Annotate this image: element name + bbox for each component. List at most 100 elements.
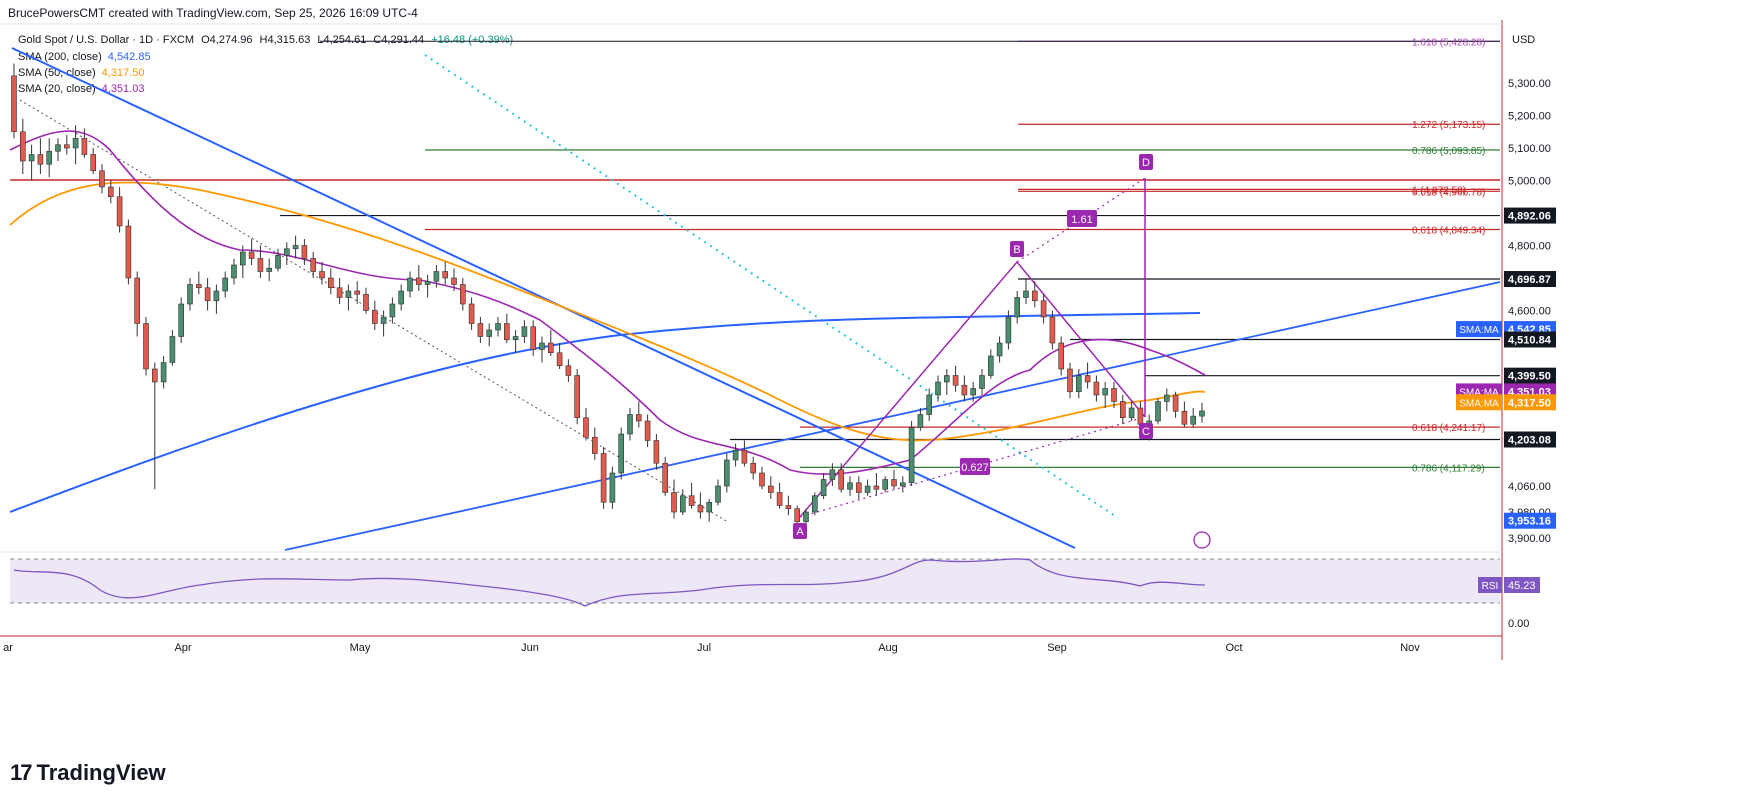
pattern-point-label: A (796, 526, 804, 538)
candle-body (679, 495, 686, 513)
candle-body (152, 368, 158, 383)
legend-sma50-value: 4,317.50 (101, 67, 145, 79)
candle-body (1058, 342, 1064, 370)
pattern-point-marker (1139, 423, 1153, 439)
rsi-value-tag: 45.23 (1508, 580, 1536, 592)
ohlc-open: O4,274.96 (201, 34, 253, 46)
bd-dotted-line (1016, 177, 1146, 263)
candle-body (81, 137, 88, 155)
candle-body (1093, 381, 1100, 396)
candle-body (1084, 375, 1091, 383)
grid-layer (0, 20, 1503, 660)
legend-rsi[interactable]: RSI (14, close) 45.23 (18, 565, 124, 577)
candle-body (917, 414, 924, 428)
ratio-label: 0.627 (961, 462, 989, 474)
y-tick-label: 5,300.00 (1508, 78, 1551, 90)
candle-body (1146, 420, 1152, 425)
legend-sma50[interactable]: SMA (50, close) 4,317.50 (18, 67, 144, 79)
x-tick-label: May (350, 642, 371, 654)
pattern-point-label: C (1142, 426, 1150, 438)
candle-body (459, 284, 466, 305)
x-tick-label: Sep (1047, 642, 1067, 654)
candle-body (380, 316, 387, 324)
candle-body (275, 254, 281, 269)
legend-sma200[interactable]: SMA (200, close) 4,542.85 (18, 51, 151, 63)
candle-body (838, 469, 845, 490)
candle-body (776, 492, 783, 506)
candle-body (952, 375, 959, 386)
candle-body (1040, 300, 1047, 318)
y-tick-label: 4,800.00 (1508, 241, 1551, 253)
labels-layer: USD 5,300.00 5,200.00 5,100.00 5,000.00 4,800… (3, 34, 1556, 654)
symbol-title[interactable]: Gold Spot / U.S. Dollar · 1D · FXCM (18, 34, 195, 46)
sma200-line (9, 312, 1201, 513)
candle-body (213, 290, 220, 302)
candle-body (451, 277, 457, 285)
pattern-point-marker (793, 523, 807, 539)
rsi-zero-label: 0.00 (1508, 618, 1529, 630)
candle-body (28, 154, 35, 162)
candle-body (1155, 401, 1161, 422)
candle-body (1111, 388, 1117, 402)
candle-body (1181, 410, 1188, 425)
price-label-text: 3,953.16 (1508, 516, 1551, 528)
candle-body (231, 264, 237, 279)
candle-body (116, 196, 123, 227)
candle-body (935, 381, 941, 396)
y-tick-label: 3,900.00 (1508, 533, 1551, 545)
price-label-text: 4,399.50 (1508, 371, 1551, 383)
candle-body (785, 505, 792, 510)
candle-body (732, 449, 739, 461)
candle-body (477, 323, 484, 337)
fib-level-label: 0.618 (4,241.17) (1412, 423, 1485, 434)
rsi-line (13, 558, 1206, 607)
candle-body (363, 293, 369, 311)
candle-body (803, 511, 809, 523)
candle-body (618, 433, 625, 474)
x-tick-label: Jul (697, 642, 711, 654)
currency-label: USD (1512, 34, 1535, 46)
pattern-point-label: D (1142, 157, 1150, 169)
candle-body (759, 472, 765, 487)
y-tick-label: 5,000.00 (1508, 176, 1551, 188)
candle-body (319, 271, 325, 279)
candle-body (1199, 410, 1205, 417)
rsi-band (10, 559, 1500, 603)
candle-body (442, 271, 449, 279)
price-label-box (1504, 431, 1556, 448)
candle-body (741, 449, 748, 464)
candle-body (600, 453, 607, 503)
abcd-pattern-line (799, 260, 1146, 518)
legend-sma20[interactable]: SMA (20, close) 4,351.03 (18, 83, 144, 95)
candle-body (847, 482, 853, 490)
candle-body (495, 323, 501, 331)
candle-body (310, 258, 317, 272)
pattern-point-marker (1010, 241, 1024, 257)
x-tick-label: Oct (1225, 642, 1242, 654)
candle-body (37, 154, 44, 165)
candle-body (1005, 316, 1012, 344)
candle-body (169, 336, 176, 363)
ohlc-high: H4,315.63 (259, 34, 311, 46)
candle-body (583, 417, 589, 438)
tradingview-logo[interactable]: 17 TradingView (10, 760, 166, 786)
candle-body (688, 495, 695, 506)
candle-body (336, 287, 343, 298)
rsi-badge: RSI (1482, 581, 1499, 592)
ohlc-change: +16.48 (+0.39%) (431, 34, 514, 46)
candle-body (1164, 394, 1170, 402)
y-tick-label: 4,600.00 (1508, 306, 1551, 318)
candle-body (565, 365, 572, 376)
fib-level-label: 1.272 (5,173.15) (1412, 120, 1485, 131)
candle-body (11, 75, 17, 133)
candle-body (671, 492, 677, 513)
candle-body (1023, 290, 1029, 298)
candle-body (882, 479, 889, 490)
candle-body (811, 495, 818, 513)
ac-dotted-line (799, 416, 1146, 518)
candle-body (996, 342, 1003, 357)
ohlc-low: L4,254.61 (317, 34, 367, 46)
candle-body (926, 394, 933, 415)
candle-body (530, 326, 537, 350)
